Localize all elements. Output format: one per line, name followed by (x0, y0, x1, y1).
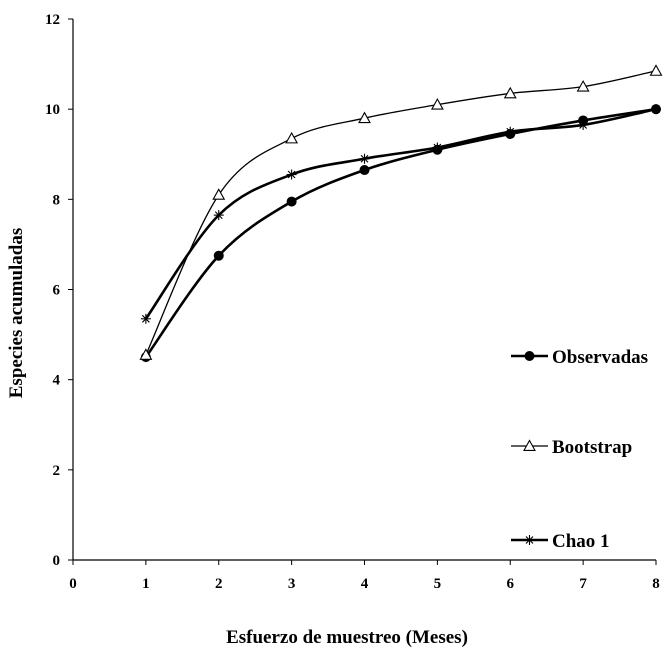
x-tick-label: 3 (288, 576, 296, 592)
data-point-chao-1 (432, 142, 443, 153)
legend-label: Chao 1 (552, 531, 610, 552)
data-point-observadas (359, 165, 370, 176)
data-point-bootstrap (430, 98, 444, 110)
legend-item-observadas: Observadas (511, 347, 648, 368)
y-tick-label: 6 (53, 283, 61, 299)
legend-marker (524, 351, 535, 361)
y-tick-label: 10 (45, 102, 60, 118)
x-tick-label: 5 (434, 576, 442, 592)
y-tick-label: 8 (53, 192, 61, 208)
x-tick-label: 2 (215, 576, 223, 592)
data-point-chao-1 (359, 153, 370, 164)
data-point-chao-1 (651, 104, 661, 115)
data-point-bootstrap (139, 348, 153, 360)
x-axis-title: Esfuerzo de muestreo (Meses) (226, 627, 468, 648)
data-point-bootstrap (503, 86, 517, 99)
data-point-observadas (213, 250, 224, 261)
data-point-chao-1 (140, 313, 151, 324)
legend-label: Bootstrap (552, 437, 632, 458)
y-tick-label: 2 (53, 463, 61, 479)
legend: Observadas Bootstrap Chao 1 (511, 347, 648, 552)
x-tick-label: 0 (69, 576, 77, 592)
series-line-bootstrap (145, 70, 657, 356)
x-tick-label: 1 (142, 576, 150, 592)
axes (68, 18, 657, 565)
series-chao-1 (140, 104, 661, 324)
legend-label: Observadas (552, 347, 648, 368)
x-tick-label: 8 (652, 576, 660, 592)
series-layer (139, 64, 663, 363)
series-bootstrap (139, 64, 663, 360)
data-point-bootstrap (285, 131, 299, 144)
legend-item-bootstrap: Bootstrap (511, 437, 632, 458)
data-point-chao-1 (578, 119, 589, 130)
legend-marker (524, 535, 535, 545)
data-point-chao-1 (505, 126, 516, 137)
legend-marker (523, 439, 536, 451)
data-point-bootstrap (576, 79, 590, 92)
series-line-observadas (144, 107, 657, 358)
y-tick-label: 4 (53, 373, 61, 389)
data-point-observadas (286, 196, 297, 207)
x-tick-label: 4 (361, 576, 369, 592)
y-axis-title: Especies acumuladas (6, 228, 27, 399)
y-tick-label: 12 (45, 12, 60, 28)
series-line-chao-1 (144, 107, 657, 320)
data-point-bootstrap (358, 111, 371, 124)
x-tick-label: 6 (507, 576, 515, 592)
data-point-chao-1 (286, 169, 297, 180)
data-point-chao-1 (213, 210, 224, 221)
data-point-bootstrap (649, 64, 663, 76)
x-tick-label: 7 (579, 576, 587, 592)
data-point-bootstrap (212, 188, 226, 200)
y-tick-label: 0 (53, 553, 61, 569)
legend-item-chao-1: Chao 1 (511, 531, 610, 552)
series-observadas (140, 104, 661, 363)
